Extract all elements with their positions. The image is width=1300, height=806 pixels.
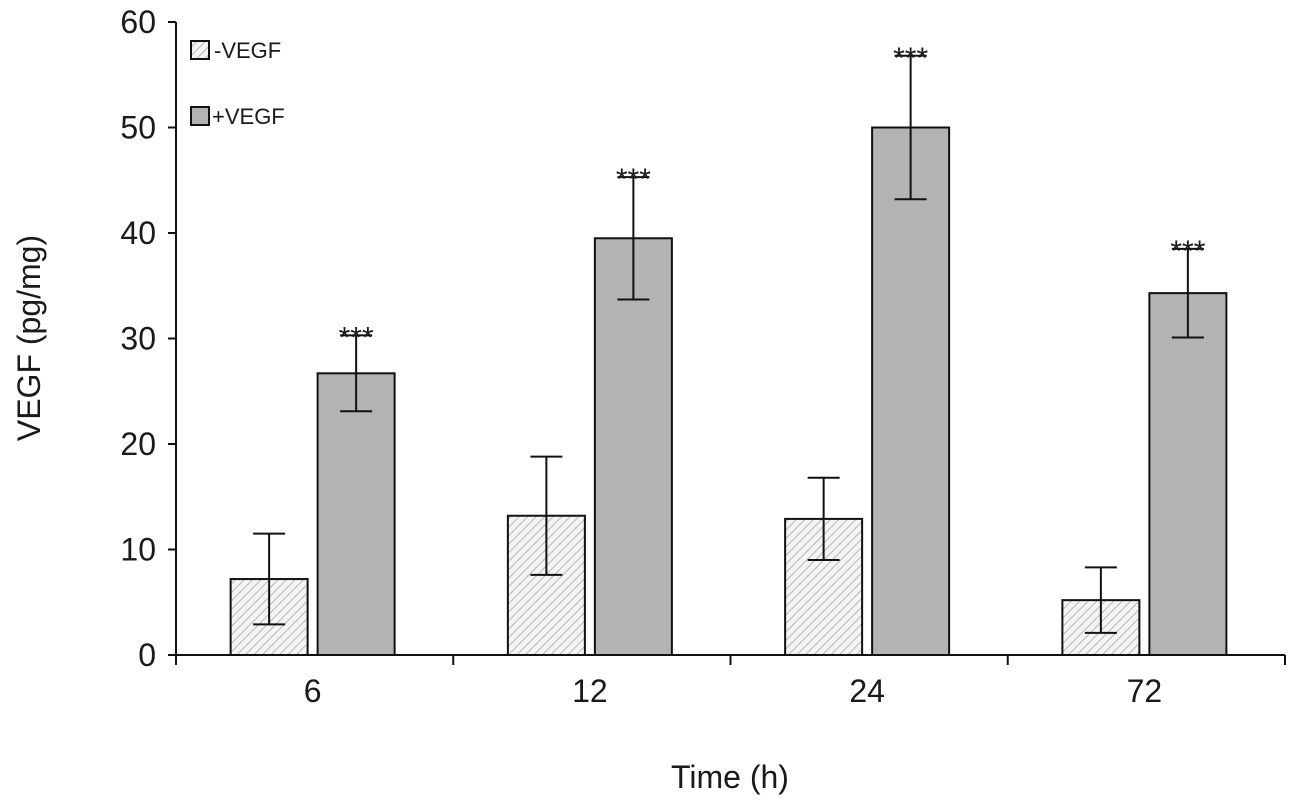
significance-label: ***	[616, 163, 651, 196]
y-tick-label: 50	[120, 110, 156, 146]
legend-label-plus-vegf: +VEGF	[212, 104, 285, 129]
x-axis-label: Time (h)	[671, 759, 789, 795]
bars: *** *** *** ***	[229, 42, 1228, 657]
legend-swatch-plus-vegf	[190, 106, 210, 126]
legend: -VEGF +VEGF	[190, 38, 285, 129]
significance-label: ***	[1170, 235, 1205, 268]
labels: VEGF (pg/mg) Time (h)	[11, 235, 789, 795]
y-tick-label: 30	[120, 321, 156, 357]
y-tick-label: 0	[138, 637, 156, 673]
legend-label-minus-vegf: -VEGF	[214, 38, 281, 63]
legend-swatch-minus-vegf	[190, 40, 210, 60]
y-tick-label: 60	[120, 4, 156, 40]
bar-plus-vegf-72	[1148, 292, 1228, 656]
y-tick-label: 40	[120, 215, 156, 251]
x-tick-label: 24	[849, 673, 885, 709]
y-axis-label: VEGF (pg/mg)	[11, 235, 47, 441]
significance-label: ***	[339, 321, 374, 354]
x-tick-label: 12	[572, 673, 608, 709]
y-tick-label: 20	[120, 426, 156, 462]
bar-plus-vegf-24	[871, 126, 951, 656]
bar-plus-vegf-12	[593, 237, 673, 656]
significance-label: ***	[893, 42, 928, 75]
bar-plus-vegf-6	[316, 372, 396, 656]
x-tick-label: 72	[1127, 673, 1163, 709]
x-tick-label: 6	[304, 673, 322, 709]
y-tick-label: 10	[120, 532, 156, 568]
